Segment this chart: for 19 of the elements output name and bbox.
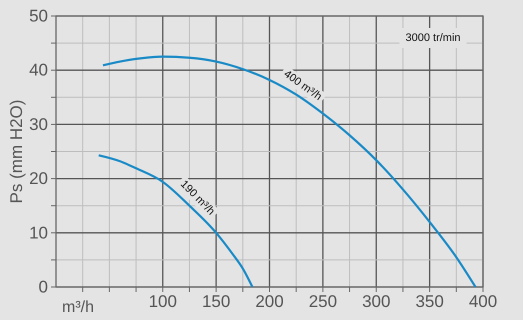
line-series xyxy=(102,56,477,288)
y-tick-label: 20 xyxy=(29,169,48,188)
y-tick-label: 0 xyxy=(38,277,48,296)
y-tick-label: 30 xyxy=(29,114,48,134)
x-tick-label: 250 xyxy=(308,292,338,312)
x-tick-label: 100 xyxy=(148,292,177,312)
y-axis-title: Ps (mm H2O) xyxy=(7,100,26,204)
y-tick-label: 50 xyxy=(29,6,48,26)
x-tick-label: 300 xyxy=(362,292,390,312)
line-series xyxy=(98,154,254,288)
x-tick-label: 400 xyxy=(468,292,498,312)
text: 400 m³/h xyxy=(281,68,324,103)
y-tick-label: 40 xyxy=(29,60,48,80)
x-tick-label: 150 xyxy=(202,292,230,312)
annotation: 3000 tr/min xyxy=(405,32,461,44)
y-tick-label: 10 xyxy=(29,223,48,242)
x-tick-label: 200 xyxy=(255,292,284,312)
x-axis-title: m³/h xyxy=(62,299,94,316)
x-tick-label: 350 xyxy=(415,292,444,312)
